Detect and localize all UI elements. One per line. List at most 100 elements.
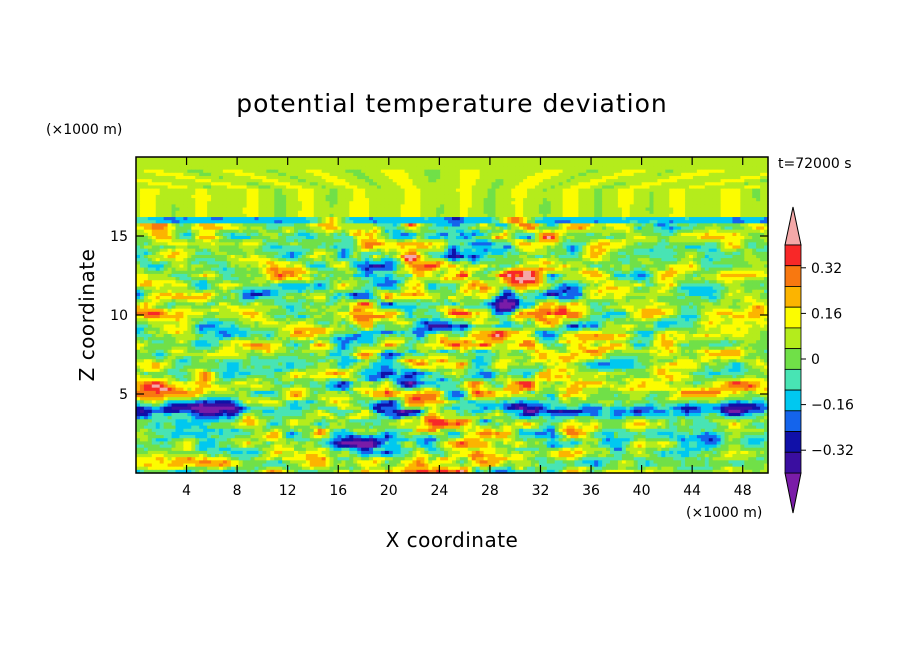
heatmap-cell xyxy=(641,175,647,180)
heatmap-cell xyxy=(199,166,204,171)
heatmap-cell xyxy=(278,157,283,161)
heatmap-cell xyxy=(246,229,252,234)
heatmap-cell xyxy=(538,182,544,187)
heatmap-cell xyxy=(400,226,406,231)
heatmap-cell xyxy=(606,194,611,199)
heatmap-cell xyxy=(598,223,603,228)
heatmap-cell xyxy=(756,213,761,218)
heatmap-cell xyxy=(546,175,552,180)
heatmap-cell xyxy=(376,220,382,224)
heatmap-cell xyxy=(463,166,469,171)
heatmap-cell xyxy=(495,220,500,224)
heatmap-cell xyxy=(309,213,315,218)
heatmap-cell xyxy=(629,188,635,193)
heatmap-cell xyxy=(151,169,157,174)
heatmap-cell xyxy=(199,175,204,180)
heatmap-cell xyxy=(444,160,449,164)
heatmap-cell xyxy=(673,194,678,199)
heatmap-cell xyxy=(748,175,753,180)
heatmap-cell xyxy=(724,172,730,177)
heatmap-cell xyxy=(748,172,753,177)
heatmap-cell xyxy=(475,185,481,190)
heatmap-cell xyxy=(633,157,639,161)
heatmap-cell xyxy=(361,194,366,199)
heatmap-cell xyxy=(357,220,362,224)
heatmap-cell xyxy=(558,217,564,221)
heatmap-field xyxy=(136,157,769,474)
heatmap-cell xyxy=(546,217,552,221)
heatmap-cell xyxy=(657,175,662,180)
heatmap-cell xyxy=(159,182,165,187)
heatmap-cell xyxy=(365,220,370,224)
heatmap-cell xyxy=(558,226,564,231)
heatmap-cell xyxy=(163,160,169,164)
heatmap-cell xyxy=(689,223,694,228)
heatmap-cell xyxy=(234,188,240,193)
heatmap-cell xyxy=(159,160,165,164)
heatmap-cell xyxy=(692,210,698,215)
heatmap-cell xyxy=(760,163,765,168)
heatmap-cell xyxy=(724,217,730,221)
heatmap-cell xyxy=(266,157,271,161)
heatmap-cell xyxy=(365,194,370,199)
heatmap-cell xyxy=(546,226,552,231)
heatmap-cell xyxy=(527,169,532,174)
heatmap-cell xyxy=(756,185,761,190)
heatmap-cell xyxy=(361,157,366,161)
heatmap-cell xyxy=(191,188,196,193)
heatmap-cell xyxy=(527,198,532,202)
heatmap-cell xyxy=(420,163,425,168)
heatmap-cell xyxy=(412,169,418,174)
heatmap-cell xyxy=(203,223,208,228)
heatmap-cell xyxy=(313,220,319,224)
heatmap-cell xyxy=(175,194,181,199)
heatmap-cell xyxy=(254,179,260,183)
heatmap-cell xyxy=(428,191,433,196)
heatmap-cell xyxy=(617,188,623,193)
heatmap-cell xyxy=(689,226,694,231)
heatmap-cell xyxy=(369,160,374,164)
heatmap-cell xyxy=(732,226,737,231)
heatmap-cell xyxy=(637,226,643,231)
heatmap-cell xyxy=(637,217,643,221)
heatmap-cell xyxy=(649,182,655,187)
heatmap-cell xyxy=(452,220,457,224)
heatmap-cell xyxy=(412,172,418,177)
heatmap-cell xyxy=(752,210,757,215)
heatmap-cell xyxy=(321,223,327,228)
heatmap-cell xyxy=(633,166,639,171)
heatmap-cell xyxy=(309,172,315,177)
heatmap-cell xyxy=(147,198,153,202)
heatmap-cell xyxy=(428,220,433,224)
heatmap-cell xyxy=(369,163,374,168)
heatmap-cell xyxy=(625,204,631,209)
heatmap-cell xyxy=(467,188,473,193)
heatmap-cell xyxy=(689,157,694,161)
heatmap-cell xyxy=(357,172,362,177)
heatmap-cell xyxy=(728,179,734,183)
heatmap-cell xyxy=(207,182,212,187)
heatmap-cell xyxy=(740,194,745,199)
heatmap-cell xyxy=(452,210,457,215)
heatmap-cell xyxy=(467,210,473,215)
heatmap-cell xyxy=(424,182,429,187)
heatmap-cell xyxy=(720,204,726,209)
heatmap-cell xyxy=(139,204,145,209)
heatmap-cell xyxy=(396,166,402,171)
heatmap-cell xyxy=(475,166,481,171)
heatmap-cell xyxy=(191,210,196,215)
heatmap-cell xyxy=(147,210,153,215)
heatmap-cell xyxy=(507,207,512,212)
heatmap-cell xyxy=(396,160,402,164)
heatmap-cell xyxy=(764,185,769,190)
heatmap-cell xyxy=(554,169,560,174)
heatmap-cell xyxy=(534,166,540,171)
heatmap-cell xyxy=(448,198,453,202)
heatmap-cell xyxy=(436,182,441,187)
heatmap-cell xyxy=(598,194,603,199)
heatmap-cell xyxy=(207,163,212,168)
heatmap-cell xyxy=(696,223,702,228)
heatmap-cell xyxy=(369,213,374,218)
heatmap-cell xyxy=(290,179,295,183)
heatmap-cell xyxy=(590,226,595,231)
